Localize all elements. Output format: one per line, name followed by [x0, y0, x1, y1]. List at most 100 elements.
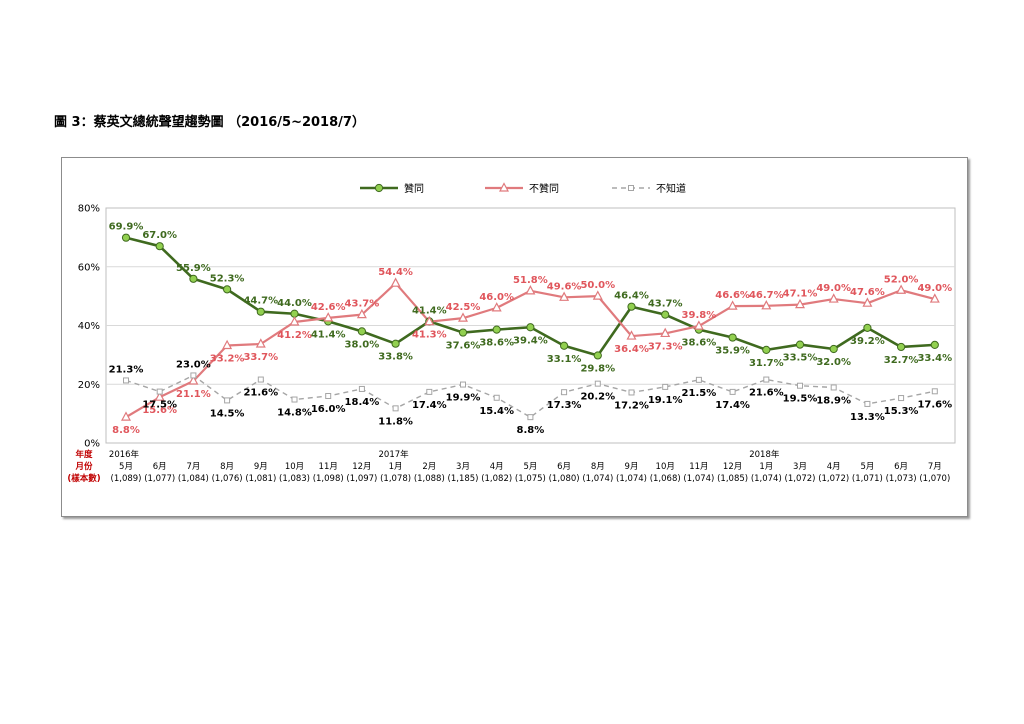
x-sample-label: (1,185): [448, 474, 479, 484]
x-month-label: 5月: [523, 462, 537, 472]
approve-data-label: 33.5%: [783, 353, 818, 364]
dontknow-point: [190, 372, 197, 379]
disapprove-data-label: 51.8%: [513, 275, 548, 286]
approve-point: [728, 333, 737, 342]
x-month-label: 7月: [928, 462, 942, 472]
approve-data-label: 39.4%: [513, 335, 548, 346]
x-month-label: 8月: [591, 462, 605, 472]
dontknow-data-label: 19.9%: [446, 393, 481, 404]
disapprove-data-label: 46.6%: [715, 290, 750, 301]
x-sample-label: (1,097): [346, 474, 377, 484]
disapprove-data-label: 49.6%: [547, 281, 582, 292]
disapprove-point: [896, 284, 907, 294]
x-month-label: 1月: [759, 462, 773, 472]
x-month-label: 9月: [254, 462, 268, 472]
dontknow-point: [898, 395, 905, 402]
disapprove-point: [424, 315, 435, 326]
dontknow-data-label: 18.9%: [816, 395, 851, 406]
x-sample-label: (1,073): [886, 474, 917, 484]
x-month-label: 1月: [389, 462, 403, 472]
x-sample-label: (1,076): [212, 474, 243, 484]
x-month-label: 4月: [827, 462, 841, 472]
x-month-label: 2月: [422, 462, 436, 472]
approve-data-label: 37.6%: [446, 341, 481, 352]
approve-point: [560, 341, 569, 350]
disapprove-point: [828, 293, 839, 303]
dontknow-data-label: 21.6%: [243, 388, 278, 399]
x-sample-label: (1,082): [481, 474, 512, 484]
approve-point: [863, 323, 872, 332]
approve-data-label: 33.1%: [547, 354, 582, 365]
dontknow-point: [460, 381, 466, 388]
approve-point: [374, 183, 384, 193]
x-sample-label: (1,081): [245, 474, 276, 484]
y-tick-label: 40%: [78, 321, 100, 332]
approve-point: [897, 342, 906, 352]
approve-data-label: 55.9%: [176, 263, 211, 274]
dontknow-data-label: 8.8%: [517, 425, 545, 436]
x-sample-label: (1,072): [785, 474, 816, 484]
dontknow-point: [527, 414, 534, 421]
dontknow-point: [358, 385, 365, 392]
disapprove-point: [929, 293, 940, 303]
x-month-label: 7月: [186, 462, 200, 472]
dontknow-point: [763, 376, 770, 383]
disapprove-data-label: 15.6%: [142, 405, 177, 416]
dontknow-point: [797, 382, 803, 389]
disapprove-data-label: 43.7%: [345, 299, 380, 310]
disapprove-data-label: 50.0%: [580, 280, 615, 291]
disapprove-point: [693, 320, 704, 330]
disapprove-point: [154, 391, 165, 401]
dontknow-point: [392, 405, 399, 412]
approve-data-label: 33.4%: [917, 353, 952, 364]
dontknow-point: [662, 383, 669, 390]
dontknow-data-label: 21.6%: [749, 388, 784, 399]
approve-point: [223, 285, 232, 294]
x-sample-label: (1,074): [616, 474, 647, 484]
disapprove-data-label: 33.2%: [210, 353, 245, 364]
disapprove-data-label: 54.4%: [378, 267, 413, 278]
approve-data-label: 29.8%: [580, 363, 615, 374]
approve-point: [762, 345, 771, 354]
approve-point: [256, 307, 265, 316]
dontknow-point: [325, 393, 332, 399]
disapprove-data-label: 49.0%: [917, 283, 952, 294]
x-month-label: 12月: [723, 462, 742, 472]
dontknow-data-label: 15.3%: [884, 406, 919, 417]
x-sample-label: (1,075): [515, 474, 546, 484]
disapprove-point: [499, 182, 509, 192]
x-sample-label: (1,098): [313, 474, 344, 484]
approve-data-label: 46.4%: [614, 291, 649, 302]
approve-data-label: 33.8%: [378, 352, 413, 363]
disapprove-data-label: 42.6%: [311, 302, 346, 313]
approve-point: [189, 274, 198, 283]
dontknow-point: [561, 389, 568, 396]
disapprove-data-label: 52.0%: [884, 274, 919, 285]
x-month-label: 4月: [490, 462, 504, 472]
chart-frame: 0% 20% 40% 60% 80% 2016年 5月 (1,089) 6月 (1,077) 7月 (…: [61, 157, 968, 517]
disapprove-data-label: 46.7%: [749, 290, 784, 301]
dontknow-point: [123, 377, 129, 384]
x-sample-label: (1,068): [650, 474, 681, 484]
x-sample-label: (1,085): [717, 474, 748, 484]
y-tick-label: 20%: [78, 380, 100, 391]
x-year-label: 2017年: [379, 449, 410, 460]
disapprove-point: [491, 302, 502, 312]
x-month-label: 3月: [793, 462, 807, 472]
dontknow-data-label: 19.5%: [783, 394, 818, 405]
x-sample-label: (1,084): [178, 474, 209, 484]
approve-data-label: 39.2%: [850, 336, 885, 347]
approve-data-label: 32.7%: [884, 355, 919, 366]
approve-data-label: 38.6%: [682, 338, 717, 349]
x-month-label: 10月: [285, 462, 304, 472]
approve-point: [930, 340, 939, 349]
x-year-label: 2016年: [109, 449, 140, 460]
disapprove-point: [255, 338, 266, 348]
x-month-label: 8月: [220, 462, 234, 472]
disapprove-point: [289, 316, 300, 326]
legend-label-dontknow: 不知道: [656, 182, 686, 195]
dontknow-data-label: 16.0%: [311, 404, 346, 415]
line-chart: 0% 20% 40% 60% 80% 2016年 5月 (1,089) 6月 (1,077) 7月 (…: [67, 182, 956, 484]
x-sample-label: (1,078): [380, 474, 411, 484]
approve-data-label: 38.6%: [479, 338, 514, 349]
